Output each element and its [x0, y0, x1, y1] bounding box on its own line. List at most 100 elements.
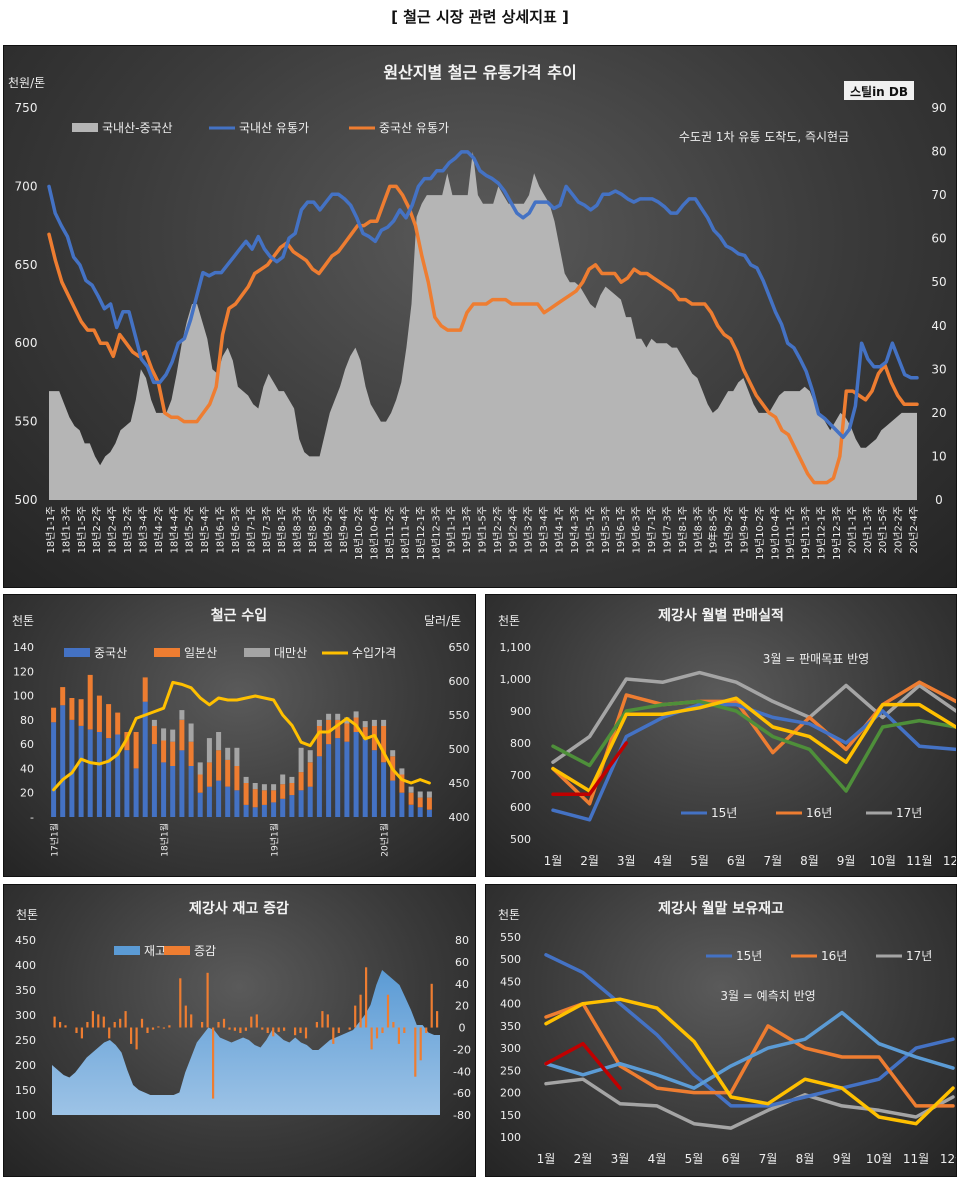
sales-yellow-line	[551, 696, 956, 793]
x-tick-label: 20년1-5주	[877, 506, 889, 553]
japan-bar	[280, 784, 286, 799]
japan-bar	[87, 674, 93, 730]
legend-japan-swatch	[154, 648, 180, 657]
y2-tick-label: 40	[455, 978, 469, 991]
legend-2017-label: 17년	[896, 806, 922, 820]
y2-tick-label: 80	[455, 934, 469, 947]
x-tick-label: 18년11-2주	[384, 506, 396, 560]
import-chart: 철근 수입 천톤 달러/톤 - 20 40 60 80 100 120 140 400 450 500 55…	[12, 608, 470, 857]
japan-bar	[234, 766, 240, 791]
y2-tick-label: 650	[449, 641, 470, 654]
japan-bar	[289, 783, 295, 796]
legend-change-label: 증감	[194, 944, 216, 958]
y2-tick-label: -20	[453, 1043, 471, 1056]
japan-bar	[426, 797, 432, 810]
x-tick-label: 9월	[837, 854, 856, 868]
japan-bar	[197, 774, 203, 793]
y-tick-label: 500	[510, 833, 531, 846]
taiwan-bar	[225, 747, 231, 760]
spread-area	[49, 151, 917, 500]
japan-bar	[216, 750, 222, 781]
y2-tick-label: 70	[931, 188, 946, 202]
taiwan-bar	[280, 774, 286, 785]
x-tick-label: 19년1-5주	[477, 506, 489, 553]
japan-bar	[78, 699, 84, 726]
change-bar	[168, 1025, 171, 1028]
china-bar	[142, 701, 148, 817]
taiwan-bar	[261, 784, 267, 791]
inv-end-note: 3월 = 예측치 반영	[720, 989, 815, 1003]
china-bar	[115, 734, 121, 817]
change-bar	[392, 1022, 395, 1028]
japan-bar	[417, 797, 423, 808]
china-bar	[307, 786, 313, 817]
x-tick-label: 19년12-1주	[816, 506, 828, 560]
change-bar	[255, 1014, 258, 1028]
y-tick-label: 250	[500, 1064, 521, 1077]
taiwan-bar	[408, 786, 414, 793]
taiwan-bar	[252, 783, 258, 790]
y-tick-label: 60	[20, 738, 34, 751]
japan-bar	[60, 687, 66, 706]
china-bar	[216, 780, 222, 817]
japan-bar	[381, 725, 387, 763]
taiwan-bar	[179, 710, 185, 720]
china-bar	[124, 750, 130, 817]
x-tick-label: 3월	[611, 1152, 630, 1166]
japan-bar	[271, 790, 277, 803]
inv-lightblue-line	[544, 1010, 955, 1090]
taiwan-bar	[371, 719, 377, 726]
y-tick-label: 450	[15, 934, 36, 947]
sales-unit: 천톤	[498, 613, 520, 628]
japan-bar	[161, 740, 167, 763]
change-bar	[354, 1005, 357, 1028]
japan-bar	[142, 677, 148, 702]
change-bar	[315, 1022, 318, 1028]
x-tick-label: 18년6-1주	[215, 506, 227, 553]
change-bar	[272, 1027, 275, 1037]
china-bar	[298, 790, 304, 817]
taiwan-bar	[326, 713, 332, 720]
y-tick-label: 100	[13, 690, 34, 703]
x-tick-label: 2월	[580, 854, 599, 868]
y-tick-label: 120	[13, 665, 34, 678]
china-bar	[133, 768, 139, 817]
x-tick-label: 18년8-1주	[276, 506, 288, 553]
china-bar	[197, 792, 203, 817]
japan-bar	[179, 719, 185, 751]
change-bar	[119, 1018, 122, 1028]
taiwan-bar	[381, 719, 387, 726]
x-tick-label: 7월	[763, 854, 782, 868]
change-bar	[321, 1011, 324, 1028]
x-tick-label: 19년6-1주	[615, 506, 627, 553]
x-tick-label: 18년11-4주	[399, 506, 411, 560]
china-bar	[381, 762, 387, 817]
x-tick-label: 5월	[685, 1152, 704, 1166]
inv-red-line	[544, 1041, 622, 1090]
y-tick-label: 600	[15, 336, 38, 350]
inv-end-unit: 천톤	[498, 907, 520, 922]
inv-yellow-line	[544, 997, 955, 1126]
china-bar	[87, 729, 93, 817]
change-bar	[294, 1027, 297, 1036]
y2-tick-label: 60	[931, 232, 946, 246]
change-bar	[304, 1027, 308, 1039]
change-bar	[228, 1027, 231, 1030]
y-tick-label: 150	[500, 1109, 521, 1122]
legend-2016-label: 16년	[806, 806, 832, 820]
page-header: [ 철근 시장 관련 상세지표 ]	[391, 8, 569, 26]
legend-2017-label: 17년	[906, 949, 932, 963]
change-bar	[86, 1022, 89, 1028]
china-bar	[234, 790, 240, 817]
change-bar	[64, 1025, 67, 1028]
japan-bar	[335, 719, 341, 739]
x-tick-label: 18년1-5주	[76, 506, 88, 553]
china-bar	[390, 780, 396, 817]
taiwan-bar	[426, 791, 432, 798]
y2-tick-label: 90	[931, 101, 946, 115]
y2-tick-label: 0	[935, 493, 943, 507]
x-tick-label: 1월	[544, 854, 563, 868]
taiwan-bar	[390, 750, 396, 757]
taiwan-bar	[353, 711, 359, 718]
x-tick-label: 18년3-4주	[137, 506, 149, 553]
